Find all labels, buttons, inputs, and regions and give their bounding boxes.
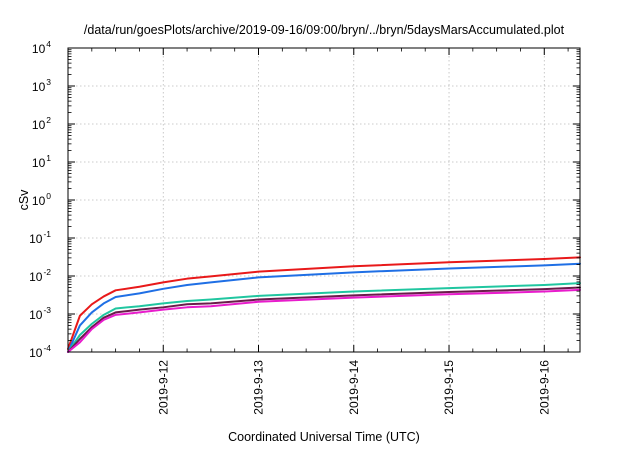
- x-tick-label: 2019-9-13: [252, 360, 266, 415]
- series-line-4: [67, 286, 581, 353]
- x-tick-label: 2019-9-14: [347, 360, 361, 415]
- series-line-2: [67, 262, 581, 353]
- y-tick-label: 104: [32, 39, 51, 56]
- y-tick-exponent: 4: [46, 39, 51, 49]
- y-tick-base: 10: [29, 270, 43, 284]
- y-tick-exponent: 1: [46, 153, 51, 163]
- y-tick-base: 10: [29, 308, 43, 322]
- x-tick-label: 2019-9-15: [442, 360, 456, 415]
- y-tick-label: 10-3: [29, 305, 51, 322]
- y-tick-exponent: -3: [43, 305, 51, 315]
- y-tick-label: 10-2: [29, 267, 51, 284]
- y-tick-exponent: -2: [43, 267, 51, 277]
- y-tick-label: 102: [32, 115, 51, 132]
- y-tick-label: 10-4: [29, 343, 51, 360]
- y-tick-label: 10-1: [29, 229, 51, 246]
- x-tick-label: 2019-9-16: [537, 360, 551, 415]
- y-tick-label: 101: [32, 153, 51, 170]
- y-axis-label: cSv: [17, 189, 31, 211]
- series-line-5: [67, 288, 581, 353]
- y-tick-label: 100: [32, 191, 51, 208]
- y-tick-exponent: 3: [46, 77, 51, 87]
- y-tick-base: 10: [29, 346, 43, 360]
- y-tick-exponent: 0: [46, 191, 51, 201]
- y-tick-exponent: -1: [43, 229, 51, 239]
- chart-title: /data/run/goesPlots/archive/2019-09-16/0…: [84, 23, 565, 37]
- x-axis-label: Coordinated Universal Time (UTC): [228, 430, 420, 444]
- y-tick-base: 10: [32, 42, 46, 56]
- series-group: [67, 256, 581, 353]
- y-tick-base: 10: [29, 232, 43, 246]
- ticks: 10-410-310-210-11001011021031042019-9-12…: [29, 39, 580, 415]
- series-line-3: [67, 282, 581, 353]
- y-tick-base: 10: [32, 156, 46, 170]
- y-tick-exponent: -4: [43, 343, 51, 353]
- y-tick-label: 103: [32, 77, 51, 94]
- y-tick-base: 10: [32, 194, 46, 208]
- y-tick-base: 10: [32, 80, 46, 94]
- x-tick-label: 2019-9-12: [156, 360, 170, 415]
- grid: [68, 48, 580, 352]
- y-tick-base: 10: [32, 118, 46, 132]
- y-tick-exponent: 2: [46, 115, 51, 125]
- series-line-1: [67, 256, 581, 350]
